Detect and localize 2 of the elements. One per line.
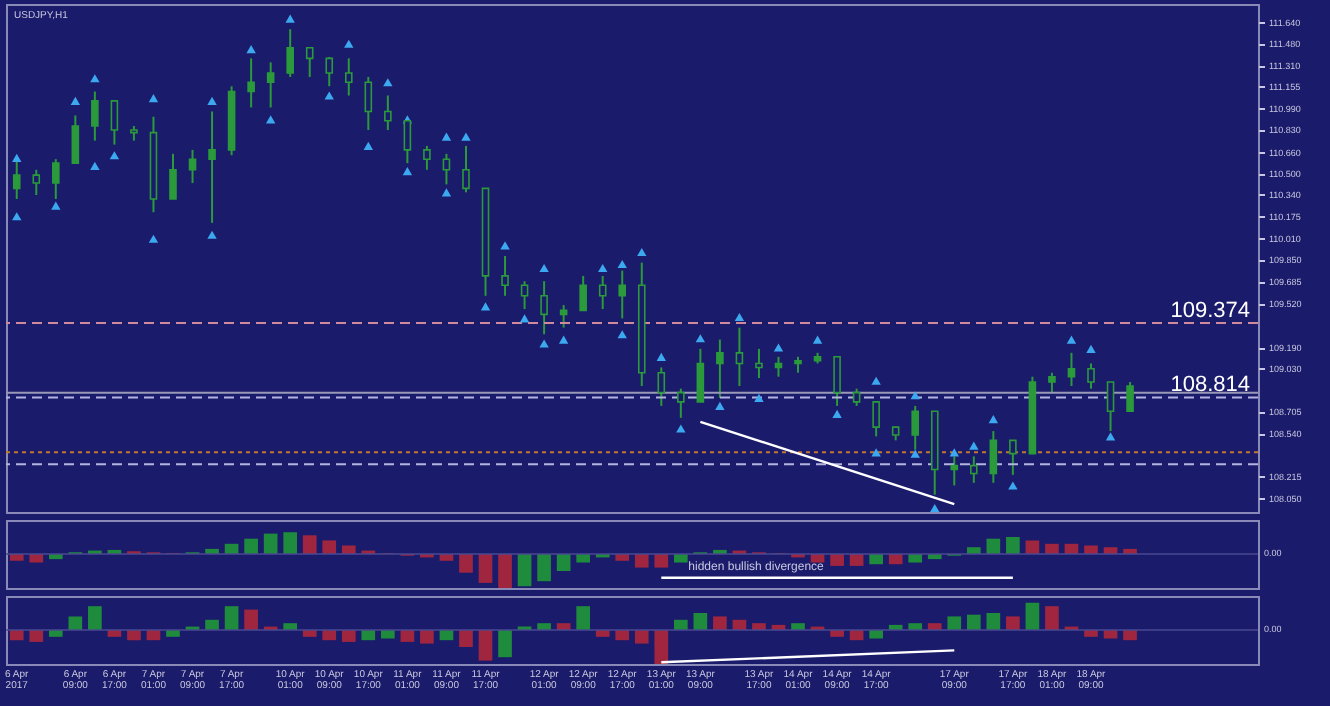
ref-line-label: 108.814 <box>1170 373 1250 398</box>
ref-line-label: 109.374 <box>1170 299 1250 324</box>
